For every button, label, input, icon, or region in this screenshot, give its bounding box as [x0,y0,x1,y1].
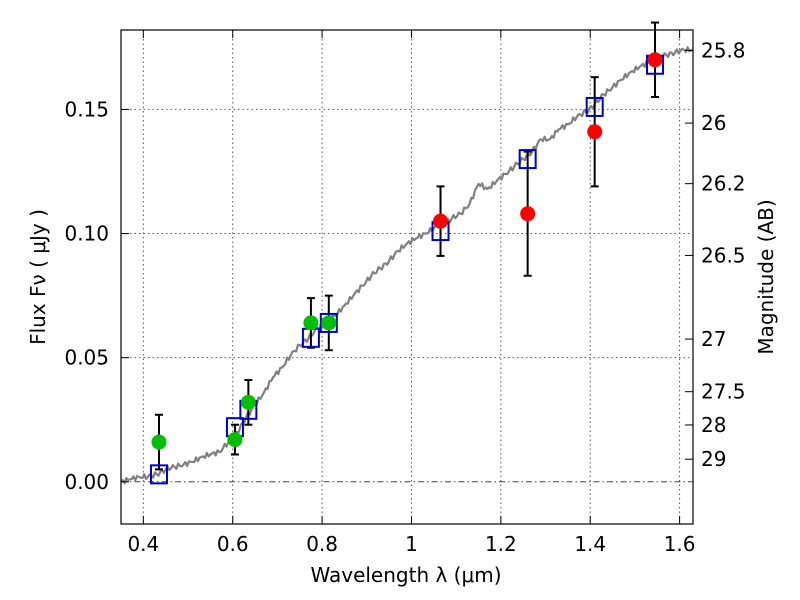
red-data-point [647,52,663,68]
observed-points [151,52,663,450]
green-data-point [303,315,319,331]
right-tick-label: 27 [701,327,726,351]
green-data-point [321,315,337,331]
tick-labels: 0.4 0.6 0.8 1 1.2 1.4 1.6 0.00 0.05 0.10 0.15 25.8 2… [64,38,745,556]
model-photometry-boxes [149,54,665,485]
y-tick-label: 0.10 [64,222,109,246]
y-tick-label: 0.05 [64,346,109,370]
y-axis-label: Flux Fν ( μJy ) [26,209,50,345]
y-tick-label: 0.15 [64,97,109,121]
right-tick-label: 26.5 [701,243,746,267]
axis-ticks [121,30,693,524]
red-data-point [433,213,449,229]
right-axis-label: Magnitude (AB) [754,199,778,354]
error-bars [154,21,660,471]
x-axis-label: Wavelength λ (μm) [310,563,501,587]
right-tick-label: 26.2 [701,172,746,196]
right-tick-label: 25.8 [701,38,746,62]
x-tick-label: 0.4 [127,532,159,556]
right-tick-label: 27.5 [701,380,746,404]
model-box-marker [319,312,338,333]
plot-frame [120,29,694,525]
red-data-point [520,206,536,222]
model-spectrum-line [120,46,694,485]
model-spectrum [120,46,694,485]
x-tick-label: 0.6 [217,532,249,556]
x-tick-label: 1 [405,532,418,556]
green-data-point [227,432,243,448]
x-tick-label: 1.6 [664,532,696,556]
right-tick-label: 29 [701,447,726,471]
x-tick-label: 1.2 [485,532,517,556]
red-data-point [587,124,603,140]
x-tick-label: 0.8 [306,532,338,556]
model-box-marker [585,96,604,117]
green-data-point [240,394,256,410]
grid [121,30,693,524]
green-data-point [151,434,167,450]
y-tick-label: 0.00 [64,470,109,494]
right-tick-label: 26 [701,111,726,135]
model-box-marker [149,464,168,485]
model-box-marker [518,149,537,170]
right-tick-label: 28 [701,413,726,437]
x-tick-label: 1.4 [574,532,606,556]
